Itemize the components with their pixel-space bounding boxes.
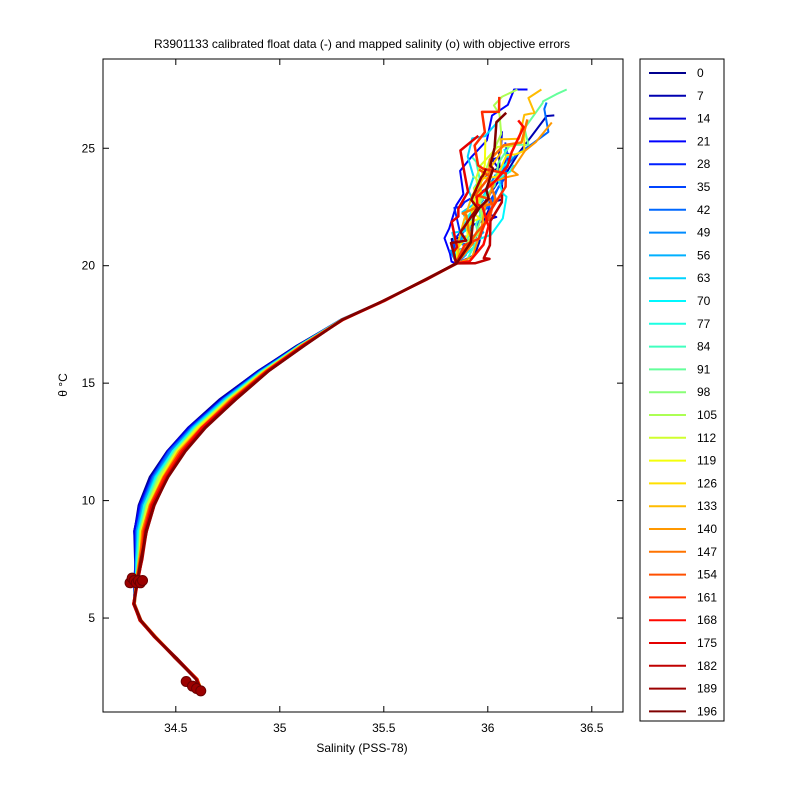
legend-label: 161 xyxy=(697,590,717,604)
legend-label: 182 xyxy=(697,659,717,673)
y-tick-label: 25 xyxy=(82,141,96,155)
y-axis: 5 10 15 20 25 xyxy=(82,141,623,625)
legend-label: 112 xyxy=(697,431,716,445)
x-tick-label: 34.5 xyxy=(164,721,188,735)
chart-title: R3901133 calibrated float data (-) and m… xyxy=(154,37,570,51)
legend-label: 21 xyxy=(697,134,711,148)
legend: 0 7 14 21 28 35 42 49 56 63 70 77 84 91 98 105 112 119 126… xyxy=(649,66,717,718)
legend-label: 84 xyxy=(697,340,711,354)
legend-label: 63 xyxy=(697,271,711,285)
legend-label: 28 xyxy=(697,157,711,171)
legend-label: 98 xyxy=(697,385,711,399)
legend-label: 49 xyxy=(697,226,711,240)
legend-label: 0 xyxy=(697,66,704,80)
legend-label: 175 xyxy=(697,636,717,650)
legend-label: 14 xyxy=(697,112,711,126)
legend-label: 119 xyxy=(697,454,716,468)
x-tick-label: 36 xyxy=(481,721,495,735)
legend-label: 7 xyxy=(697,89,704,103)
legend-label: 56 xyxy=(697,248,711,262)
x-tick-label: 36.5 xyxy=(580,721,604,735)
legend-label: 196 xyxy=(697,704,717,718)
x-tick-label: 35.5 xyxy=(372,721,396,735)
legend-label: 140 xyxy=(697,522,717,536)
y-tick-label: 10 xyxy=(82,494,96,508)
mapped-point xyxy=(137,574,149,586)
legend-label: 126 xyxy=(697,476,717,490)
legend-label: 105 xyxy=(697,408,717,422)
plot-content xyxy=(124,88,568,697)
y-tick-label: 20 xyxy=(82,259,96,273)
legend-label: 42 xyxy=(697,203,711,217)
mapped-point xyxy=(195,685,207,697)
legend-label: 154 xyxy=(697,568,717,582)
profile-line xyxy=(132,111,508,694)
legend-label: 189 xyxy=(697,682,717,696)
x-axis: 34.5 35 35.5 36 36.5 xyxy=(164,59,604,735)
legend-label: 168 xyxy=(697,613,717,627)
y-axis-label: θ °C xyxy=(56,373,70,397)
legend-label: 147 xyxy=(697,545,717,559)
legend-label: 70 xyxy=(697,294,711,308)
x-tick-label: 35 xyxy=(273,721,287,735)
legend-label: 133 xyxy=(697,499,717,513)
y-tick-label: 15 xyxy=(82,376,96,390)
legend-label: 91 xyxy=(697,362,711,376)
x-axis-label: Salinity (PSS-78) xyxy=(316,741,407,755)
plot-frame xyxy=(102,58,624,713)
legend-label: 77 xyxy=(697,317,711,331)
y-tick-label: 5 xyxy=(88,611,95,625)
legend-label: 35 xyxy=(697,180,711,194)
legend-box xyxy=(639,58,725,722)
